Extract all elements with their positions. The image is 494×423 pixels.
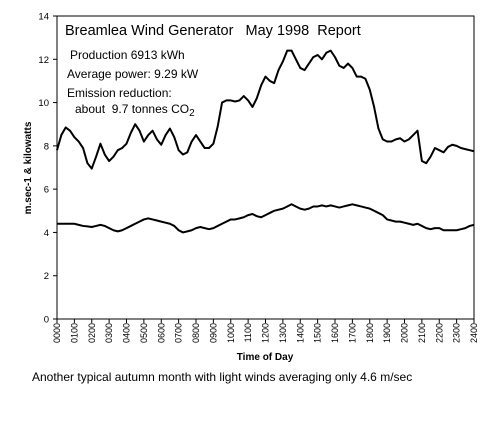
x-tick-label: 2200 [434, 323, 444, 343]
x-tick-label: 0200 [87, 323, 97, 343]
chart-title: Breamlea Wind Generator May 1998 Report [65, 23, 361, 39]
chart-caption: Another typical autumn month with light … [32, 370, 413, 384]
x-tick-label: 0900 [208, 323, 218, 343]
y-tick-label: 4 [44, 228, 49, 239]
emission-value-text: about 9.7 tonnes CO [75, 102, 189, 116]
y-tick-label: 2 [44, 271, 49, 282]
production-label: Production 6913 kWh [70, 48, 185, 62]
x-tick-label: 2300 [452, 323, 462, 343]
x-axis: 0000 0100 0200 0300 0400 0500 0600 0700 0800 0900… [52, 319, 479, 343]
x-tick-label: 1700 [347, 323, 357, 343]
x-tick-label: 0000 [52, 323, 62, 343]
y-axis: 0 2 4 6 8 10 12 14 [38, 12, 57, 326]
y-tick-label: 12 [38, 55, 49, 66]
x-tick-label: 1200 [261, 323, 271, 343]
y-tick-label: 14 [38, 12, 49, 23]
x-tick-label: 1300 [278, 323, 288, 343]
x-tick-label: 0800 [191, 323, 201, 343]
y-tick-label: 8 [44, 141, 49, 152]
series-lines [56, 49, 475, 234]
x-tick-label: 0400 [122, 323, 132, 343]
x-tick-label: 1100 [243, 323, 253, 342]
emission-subscript: 2 [189, 108, 195, 119]
emission-value: about 9.7 tonnes CO2 [75, 102, 195, 119]
x-tick-label: 2400 [469, 323, 479, 343]
x-tick-label: 1600 [330, 323, 340, 343]
x-tick-label: 1800 [365, 323, 375, 343]
x-tick-label: 1900 [382, 323, 392, 343]
y-tick-label: 0 [44, 315, 49, 326]
x-tick-label: 0600 [156, 323, 166, 343]
series-line-upper [56, 49, 475, 170]
x-tick-label: 2100 [417, 323, 427, 343]
x-tick-label: 0500 [139, 323, 149, 343]
x-axis-label: Time of Day [237, 352, 294, 363]
y-tick-label: 6 [44, 185, 49, 196]
x-tick-label: 2000 [400, 323, 410, 343]
x-tick-label: 1500 [313, 323, 323, 343]
emission-heading: Emission reduction: [67, 86, 172, 100]
y-axis-label: m.sec-1 & kilowatts [23, 121, 34, 214]
average-power-label: Average power: 9.29 kW [67, 67, 199, 81]
x-tick-label: 1000 [226, 323, 236, 343]
y-tick-label: 10 [38, 98, 49, 109]
x-tick-label: 0100 [69, 323, 79, 343]
series-line-lower [57, 203, 475, 234]
plot-area [56, 15, 475, 320]
x-tick-label: 0300 [104, 323, 114, 343]
x-tick-label: 0700 [174, 323, 184, 343]
x-tick-label: 1400 [295, 323, 305, 343]
